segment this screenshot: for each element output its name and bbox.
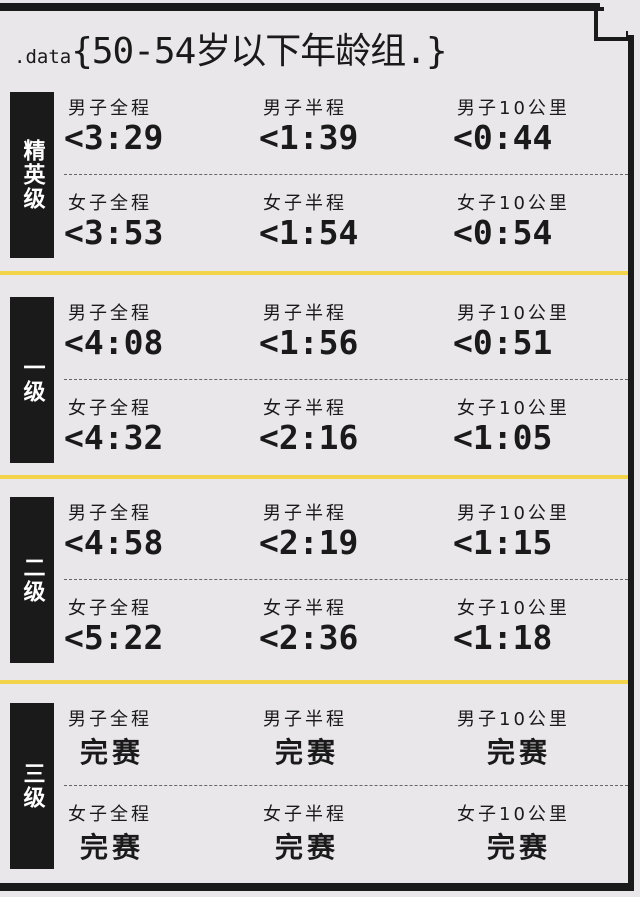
qualifying-time: <1:56 xyxy=(259,323,359,362)
level-label: 一级 xyxy=(10,297,54,463)
title-prefix: .data xyxy=(14,46,72,68)
category-label: 男子半程 xyxy=(263,503,347,524)
qualifying-time: <2:19 xyxy=(259,523,359,562)
qualifying-time: 完赛 xyxy=(487,831,552,864)
section-divider xyxy=(0,475,628,479)
category-label: 女子半程 xyxy=(263,598,347,619)
category-label: 女子10公里 xyxy=(457,804,570,825)
category-label: 男子半程 xyxy=(263,303,347,324)
category-label: 男子10公里 xyxy=(457,503,570,524)
category-label: 男子10公里 xyxy=(457,303,570,324)
section-divider xyxy=(0,680,628,684)
qualifying-time: <1:15 xyxy=(453,523,553,562)
qualifying-time: 完赛 xyxy=(275,736,340,769)
category-label: 女子全程 xyxy=(68,193,152,214)
qualifying-time: <3:29 xyxy=(64,118,164,157)
category-label: 女子半程 xyxy=(263,398,347,419)
row-divider xyxy=(64,579,628,580)
qualifying-time: <1:39 xyxy=(259,118,359,157)
qualifying-time: <2:16 xyxy=(259,418,359,457)
qualifying-time: <2:36 xyxy=(259,618,359,657)
qualifying-time: <4:32 xyxy=(64,418,164,457)
title-text: {50-54岁以下年龄组.} xyxy=(71,31,447,72)
category-label: 女子10公里 xyxy=(457,193,570,214)
level-label: 精英级 xyxy=(10,92,54,258)
category-label: 女子10公里 xyxy=(457,398,570,419)
qualifying-time: <5:22 xyxy=(64,618,164,657)
frame-bottom-border xyxy=(0,883,634,891)
level-section: 二级 男子全程 <4:58 男子半程 <2:19 男子10公里 <1:15 女子全程 <5:22… xyxy=(0,497,628,667)
section-divider xyxy=(0,271,628,275)
level-label: 二级 xyxy=(10,497,54,663)
qualifying-time: <0:44 xyxy=(453,118,553,157)
category-label: 女子半程 xyxy=(263,804,347,825)
category-label: 女子半程 xyxy=(263,193,347,214)
qualifying-time: <0:51 xyxy=(453,323,553,362)
category-label: 男子全程 xyxy=(68,98,152,119)
category-label: 男子半程 xyxy=(263,709,347,730)
category-label: 男子10公里 xyxy=(457,709,570,730)
qualifying-time: 完赛 xyxy=(80,831,145,864)
frame-right-border xyxy=(628,40,634,890)
level-section: 一级 男子全程 <4:08 男子半程 <1:56 男子10公里 <0:51 女子全程 <4:32… xyxy=(0,297,628,467)
category-label: 女子全程 xyxy=(68,804,152,825)
category-label: 女子全程 xyxy=(68,598,152,619)
qualifying-time: <1:05 xyxy=(453,418,553,457)
qualifying-time: <4:08 xyxy=(64,323,164,362)
category-label: 男子全程 xyxy=(68,303,152,324)
qualifying-time: <0:54 xyxy=(453,213,553,252)
qualifying-time: 完赛 xyxy=(487,736,552,769)
level-section: 三级 男子全程 完赛 男子半程 完赛 男子10公里 完赛 女子全程 完赛 女子半程 完赛 女子10公里… xyxy=(0,703,628,873)
frame-top-border xyxy=(0,3,597,11)
category-label: 男子全程 xyxy=(68,709,152,730)
folded-corner-icon xyxy=(592,3,634,45)
category-label: 女子全程 xyxy=(68,398,152,419)
category-label: 男子全程 xyxy=(68,503,152,524)
category-label: 男子半程 xyxy=(263,98,347,119)
category-label: 女子10公里 xyxy=(457,598,570,619)
level-label: 三级 xyxy=(10,703,54,869)
level-section: 精英级 男子全程 <3:29 男子半程 <1:39 男子10公里 <0:44 女子全程 <3:5… xyxy=(0,92,628,262)
qualifying-time: <4:58 xyxy=(64,523,164,562)
category-label: 男子10公里 xyxy=(457,98,570,119)
qualifying-time: 完赛 xyxy=(275,831,340,864)
row-divider xyxy=(64,174,628,175)
row-divider xyxy=(64,785,628,786)
qualifying-time: <3:53 xyxy=(64,213,164,252)
qualifying-time: <1:54 xyxy=(259,213,359,252)
page-title: .data {50-54岁以下年龄组.} xyxy=(14,22,448,72)
qualifying-time: 完赛 xyxy=(80,736,145,769)
row-divider xyxy=(64,379,628,380)
qualifying-time: <1:18 xyxy=(453,618,553,657)
